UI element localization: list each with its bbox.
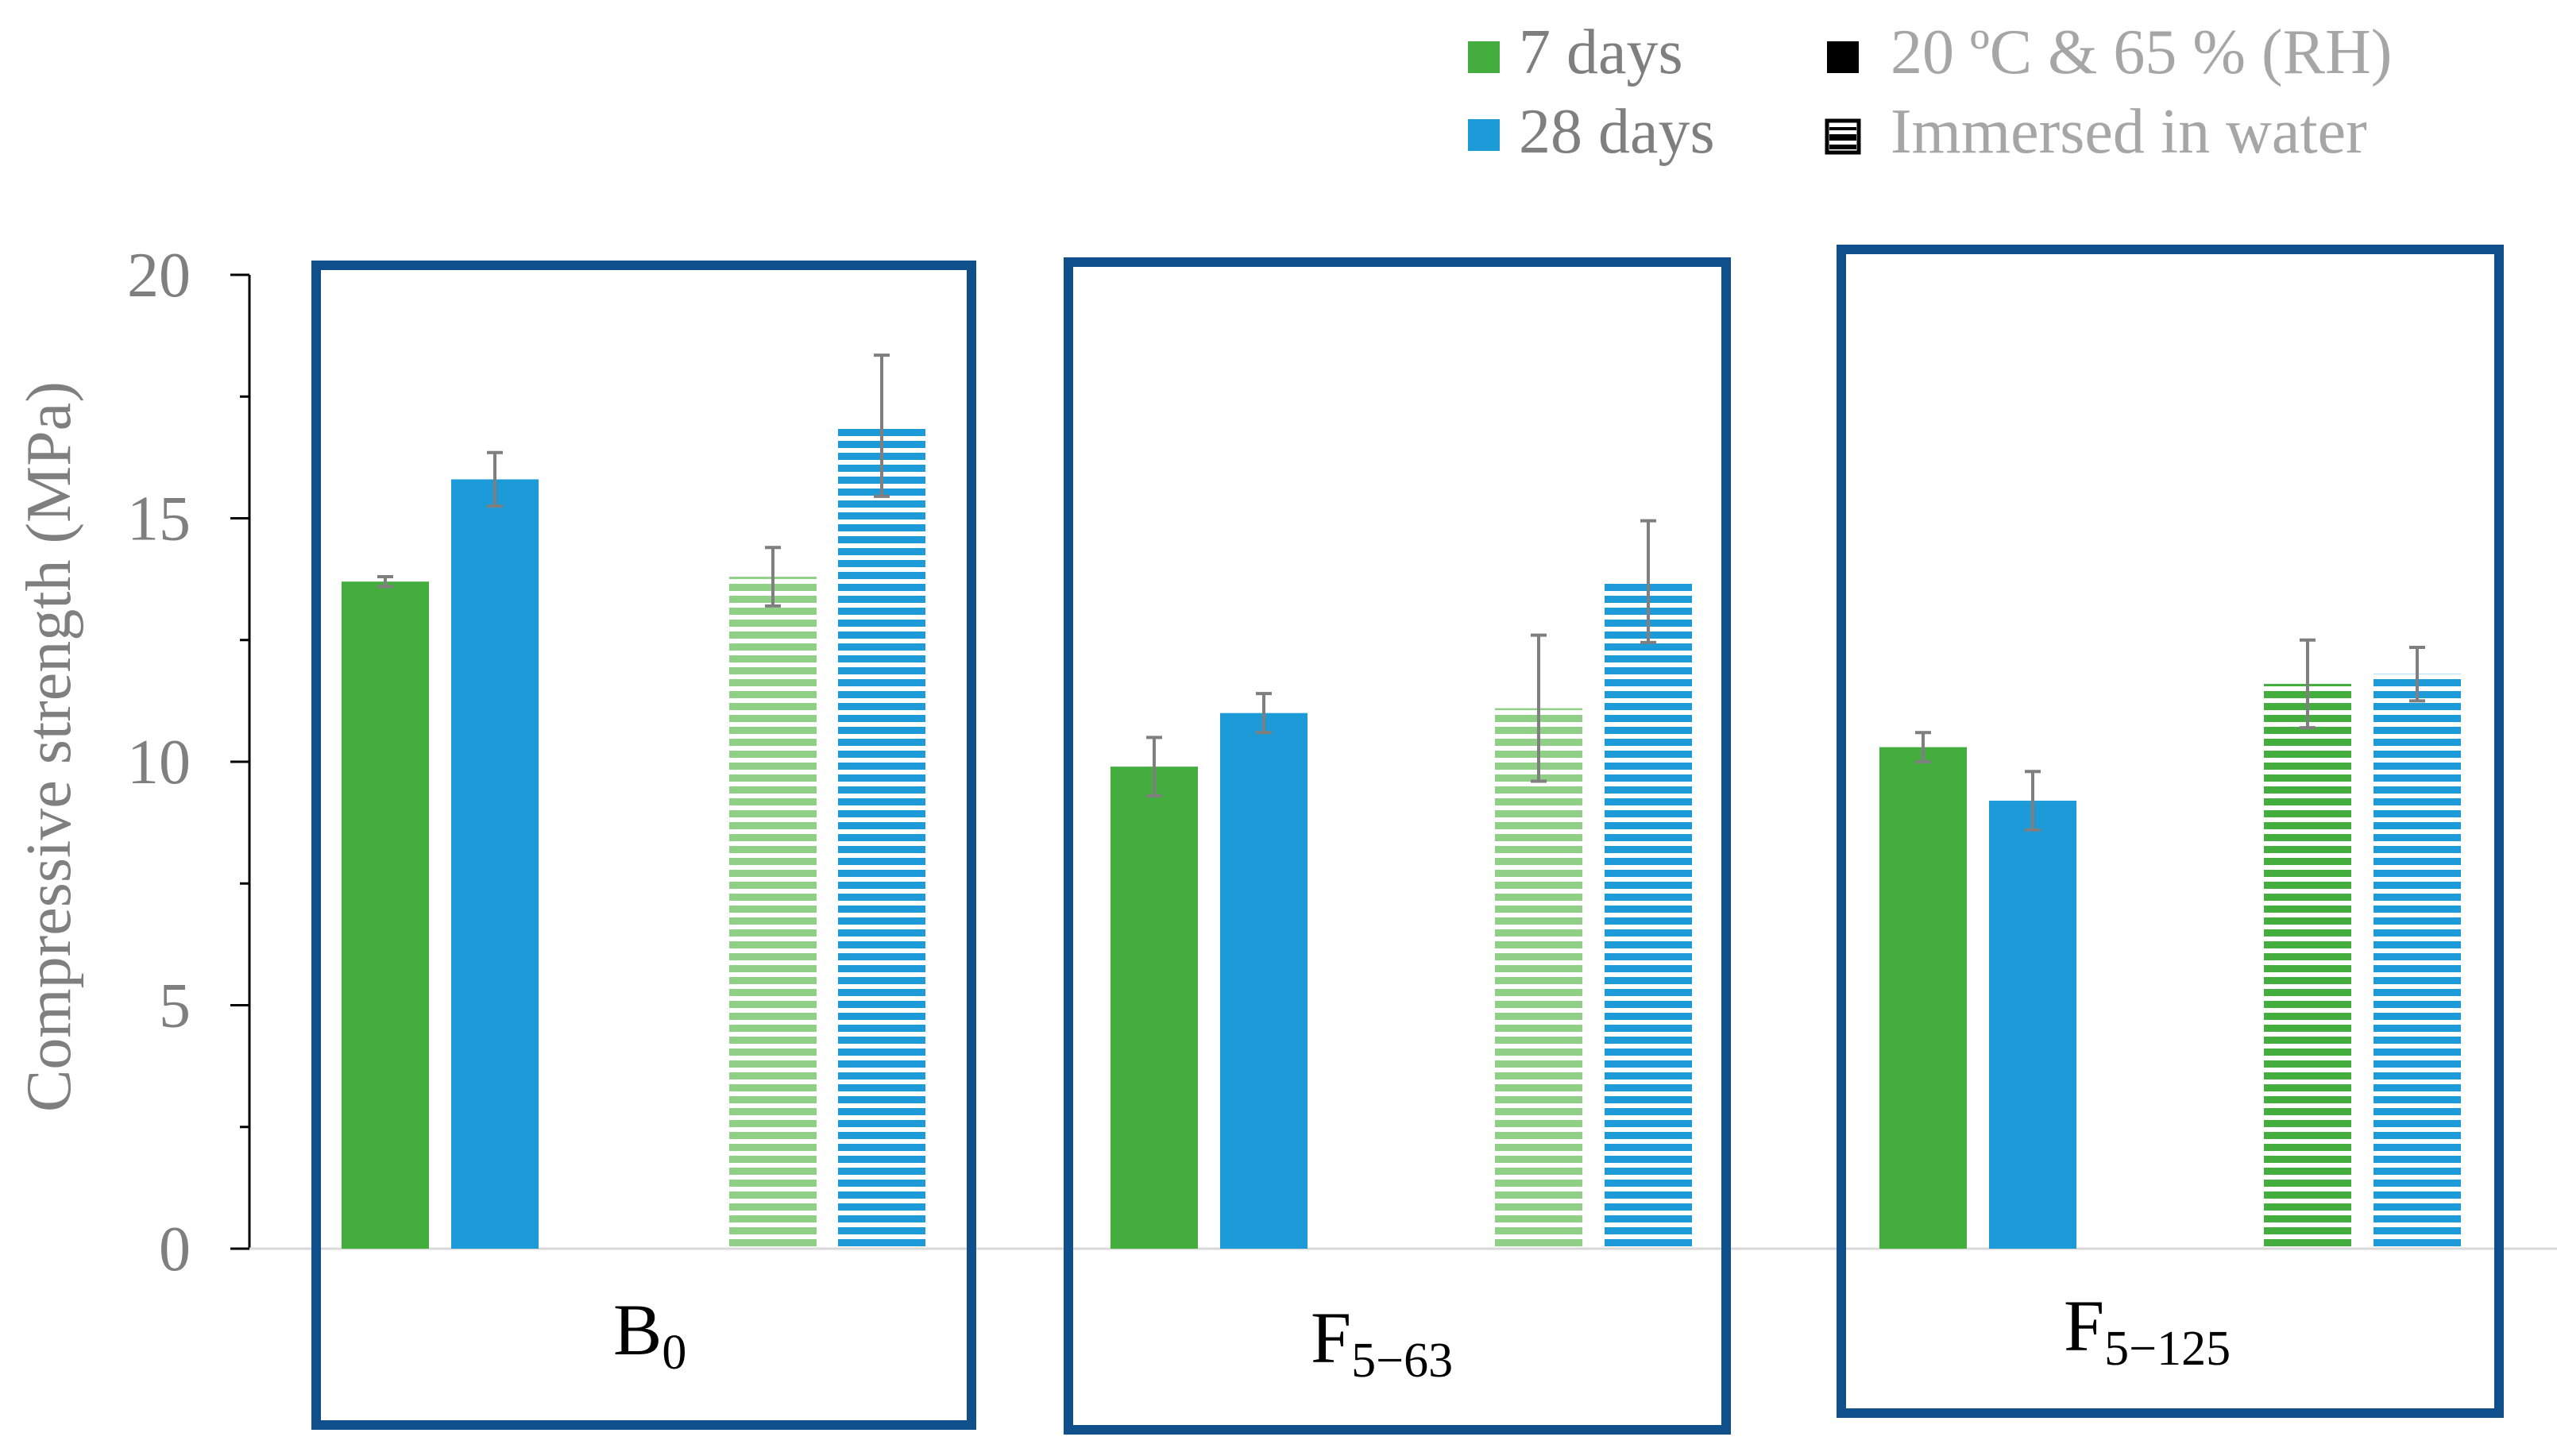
bar [342,581,429,1249]
bar [1989,801,2076,1249]
legend-swatch-28-days [1468,119,1500,151]
bar [729,577,817,1249]
group-labels: B0 F5−63 F5−125 [613,1285,2231,1388]
error-bars [377,353,2425,832]
y-tick-label: 0 [159,1215,191,1284]
legend-swatch-dry-curing [1827,41,1859,73]
legend: 7 days 28 days 20 ºC & 65 % (RH) Immerse… [1468,17,2392,167]
bar [838,426,925,1249]
group-label-f5-63-sub: 5−63 [1351,1334,1453,1388]
legend-label-dry-curing: 20 ºC & 65 % (RH) [1891,17,2392,87]
group-frame-f5-125 [1837,245,2504,1418]
y-axis-title: Compressive strength (MPa) [14,381,84,1112]
bar [1110,767,1198,1249]
group-label-f5-125-main: F [2064,1285,2104,1366]
group-label-b0-sub: 0 [662,1326,686,1380]
y-tick-label: 15 [127,485,191,554]
group-frame-f5-63 [1064,257,1731,1435]
legend-swatch-immersed-stripes [1829,127,1856,149]
legend-label-immersed: Immersed in water [1891,97,2367,167]
group-label-f5-125: F5−125 [2064,1285,2231,1376]
y-axis: 0 5 10 15 20 Compressive strength (MPa) [14,241,2557,1284]
bar [451,479,539,1249]
bar [1605,581,1692,1249]
y-tick-label: 5 [159,971,191,1041]
group-label-f5-63: F5−63 [1311,1297,1453,1388]
group-frame-b0 [311,261,976,1430]
group-label-f5-63-main: F [1311,1297,1351,1378]
bar [2374,674,2461,1249]
legend-label-7-days: 7 days [1519,17,1683,87]
group-label-f5-125-sub: 5−125 [2104,1322,2231,1376]
group-label-b0-main: B [613,1289,662,1370]
y-tick-label: 20 [127,241,191,311]
bars [342,426,2461,1249]
bar [2264,683,2351,1249]
bar [1220,713,1307,1249]
group-label-b0: B0 [613,1289,686,1380]
legend-swatch-7-days [1468,41,1500,73]
bar [1879,747,1967,1249]
legend-label-28-days: 28 days [1519,97,1715,167]
group-frames [311,245,2504,1435]
y-tick-label: 10 [127,728,191,798]
bar [1495,708,1582,1249]
